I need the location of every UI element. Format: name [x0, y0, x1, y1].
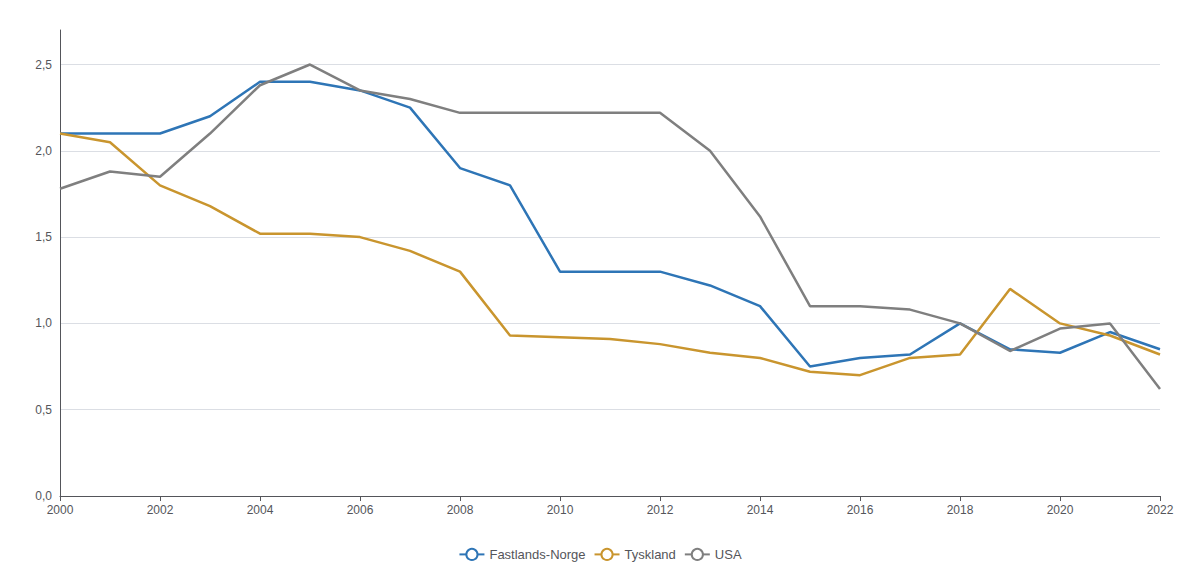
svg-text:2020: 2020: [1047, 503, 1074, 517]
svg-text:2,5: 2,5: [35, 58, 52, 72]
svg-text:2006: 2006: [347, 503, 374, 517]
svg-text:2004: 2004: [247, 503, 274, 517]
svg-text:2000: 2000: [47, 503, 74, 517]
svg-text:2012: 2012: [647, 503, 674, 517]
svg-text:1,5: 1,5: [35, 230, 52, 244]
svg-text:2002: 2002: [147, 503, 174, 517]
svg-text:2022: 2022: [1147, 503, 1174, 517]
svg-text:USA: USA: [715, 547, 742, 562]
svg-text:0,0: 0,0: [35, 489, 52, 503]
svg-text:2016: 2016: [847, 503, 874, 517]
svg-text:2010: 2010: [547, 503, 574, 517]
svg-text:2,0: 2,0: [35, 144, 52, 158]
svg-text:0,5: 0,5: [35, 403, 52, 417]
svg-text:2008: 2008: [447, 503, 474, 517]
svg-text:Fastlands-Norge: Fastlands-Norge: [489, 547, 585, 562]
svg-text:Tyskland: Tyskland: [625, 547, 676, 562]
svg-text:2014: 2014: [747, 503, 774, 517]
svg-text:1,0: 1,0: [35, 316, 52, 330]
svg-text:2018: 2018: [947, 503, 974, 517]
